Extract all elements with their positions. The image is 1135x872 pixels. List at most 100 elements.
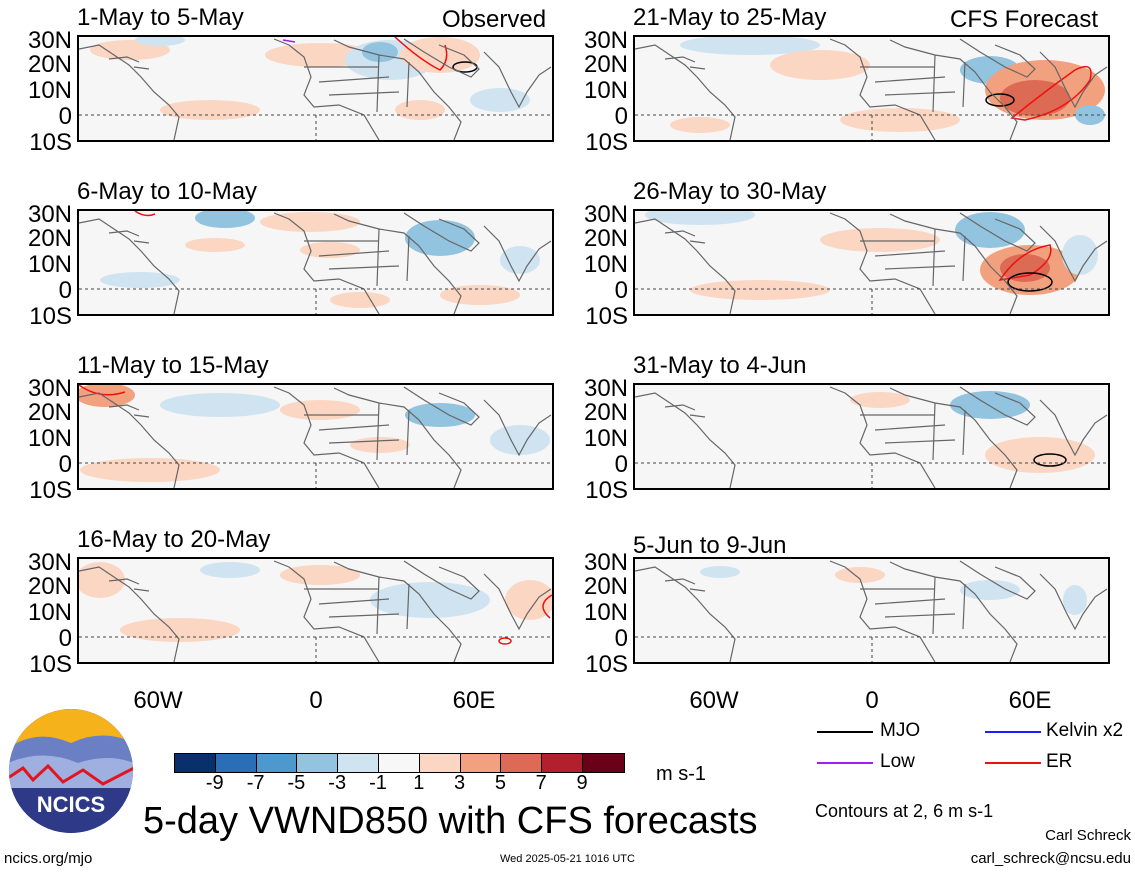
lat-label: 10S <box>29 651 72 678</box>
map-panel <box>77 35 554 142</box>
legend-line-kelvin <box>985 731 1041 733</box>
lat-label: 10N <box>583 599 628 626</box>
lat-label: 20N <box>27 51 72 78</box>
legend-line-er <box>985 762 1041 764</box>
legend-line-low <box>817 762 873 764</box>
colorbar-swatch <box>582 754 624 772</box>
lon-label: 0 <box>865 687 879 714</box>
colorbar-tick: -3 <box>328 772 347 794</box>
lat-label: 0 <box>614 625 628 652</box>
lat-label: 10S <box>29 477 72 504</box>
footer-email[interactable]: carl_schreck@ncsu.edu <box>970 850 1131 867</box>
lat-label: 10N <box>583 251 628 278</box>
lat-label: 30N <box>27 549 72 576</box>
legend-label-kelvin: Kelvin x2 <box>1046 720 1124 741</box>
colorbar-swatch <box>419 754 461 772</box>
lat-label: 30N <box>27 201 72 228</box>
units-label: m s-1 <box>656 763 706 785</box>
lat-label: 0 <box>58 451 72 478</box>
lat-label: 30N <box>583 27 628 54</box>
lon-label: 60E <box>452 687 496 714</box>
lat-label: 30N <box>583 201 628 228</box>
colorbar-swatch <box>501 754 543 772</box>
contours-note: Contours at 2, 6 m s-1 <box>815 801 994 821</box>
lat-label: 20N <box>583 399 628 426</box>
colorbar-swatch <box>460 754 502 772</box>
colorbar-tick: 3 <box>454 772 466 794</box>
footer-timestamp: Wed 2025-05-21 1016 UTC <box>500 853 635 865</box>
lat-label: 10S <box>585 477 628 504</box>
lat-label: 0 <box>614 103 628 130</box>
panel-title: 6-May to 10-May <box>77 178 258 205</box>
lat-label: 20N <box>27 399 72 426</box>
lat-label: 10N <box>583 425 628 452</box>
map-panel <box>77 209 554 316</box>
colorbar-tick: -1 <box>369 772 387 794</box>
colorbar-swatch <box>338 754 379 772</box>
colorbar-swatch <box>378 754 420 772</box>
colorbar-swatch <box>297 754 339 772</box>
lat-label: 10S <box>29 303 72 330</box>
panel-title: 26-May to 30-May <box>633 178 827 205</box>
panel-title: 31-May to 4-Jun <box>633 352 807 379</box>
colorbar-tick: -7 <box>246 772 265 794</box>
lon-label: 60W <box>689 687 739 714</box>
map-panel <box>633 35 1110 142</box>
colorbar-tick: 9 <box>576 772 588 794</box>
lat-label: 20N <box>27 225 72 252</box>
lat-label: 30N <box>583 549 628 576</box>
ncics-logo: NCICS <box>9 709 133 833</box>
footer-url[interactable]: ncics.org/mjo <box>4 850 93 867</box>
lat-label: 20N <box>583 573 628 600</box>
lon-label: 60E <box>1008 687 1052 714</box>
colorbar-swatch <box>542 754 583 772</box>
lon-label: 60W <box>133 687 183 714</box>
lat-label: 0 <box>614 277 628 304</box>
colorbar-tick: 7 <box>535 772 547 794</box>
main-title: 5-day VWND850 with CFS forecasts <box>143 800 758 842</box>
map-panel <box>77 383 554 490</box>
panel-title: 11-May to 15-May <box>77 352 269 379</box>
lat-label: 30N <box>27 375 72 402</box>
lat-label: 0 <box>614 451 628 478</box>
colorbar-tick: -9 <box>205 772 224 794</box>
legend-label-low: Low <box>880 751 915 772</box>
colorbar-tick: 1 <box>413 772 425 794</box>
panel-title: 21-May to 25-May <box>633 4 827 31</box>
lat-label: 0 <box>58 625 72 652</box>
lat-label: 10S <box>585 303 628 330</box>
lat-label: 0 <box>58 277 72 304</box>
legend-line-mjo <box>817 731 873 733</box>
observed-label: Observed <box>442 6 547 33</box>
lat-label: 10S <box>29 129 72 156</box>
lat-label: 10S <box>585 651 628 678</box>
colorbar-swatch <box>175 754 216 772</box>
panel-title: 1-May to 5-May <box>77 4 244 31</box>
map-panel <box>633 209 1110 316</box>
lat-label: 10N <box>27 251 72 278</box>
lat-label: 20N <box>583 225 628 252</box>
lat-label: 20N <box>27 573 72 600</box>
lat-label: 0 <box>58 103 72 130</box>
lat-label: 10N <box>583 77 628 104</box>
map-panel <box>633 557 1110 664</box>
footer-author: Carl Schreck <box>1045 827 1131 844</box>
lat-label: 20N <box>583 51 628 78</box>
colorbar-tick: -5 <box>287 772 306 794</box>
forecast-label: CFS Forecast <box>950 6 1099 33</box>
lat-label: 10N <box>27 77 72 104</box>
logo-text: NCICS <box>37 792 105 817</box>
panel-title: 5-Jun to 9-Jun <box>633 532 787 559</box>
legend-label-mjo: MJO <box>880 720 921 741</box>
colorbar-swatch <box>215 754 257 772</box>
lon-label: 0 <box>309 687 323 714</box>
lat-label: 10S <box>585 129 628 156</box>
map-panel <box>77 557 554 664</box>
legend-label-er: ER <box>1046 751 1073 772</box>
lat-label: 10N <box>27 425 72 452</box>
colorbar <box>174 753 625 773</box>
lat-label: 10N <box>27 599 72 626</box>
colorbar-tick: 5 <box>494 772 506 794</box>
colorbar-swatch <box>256 754 298 772</box>
lat-label: 30N <box>583 375 628 402</box>
